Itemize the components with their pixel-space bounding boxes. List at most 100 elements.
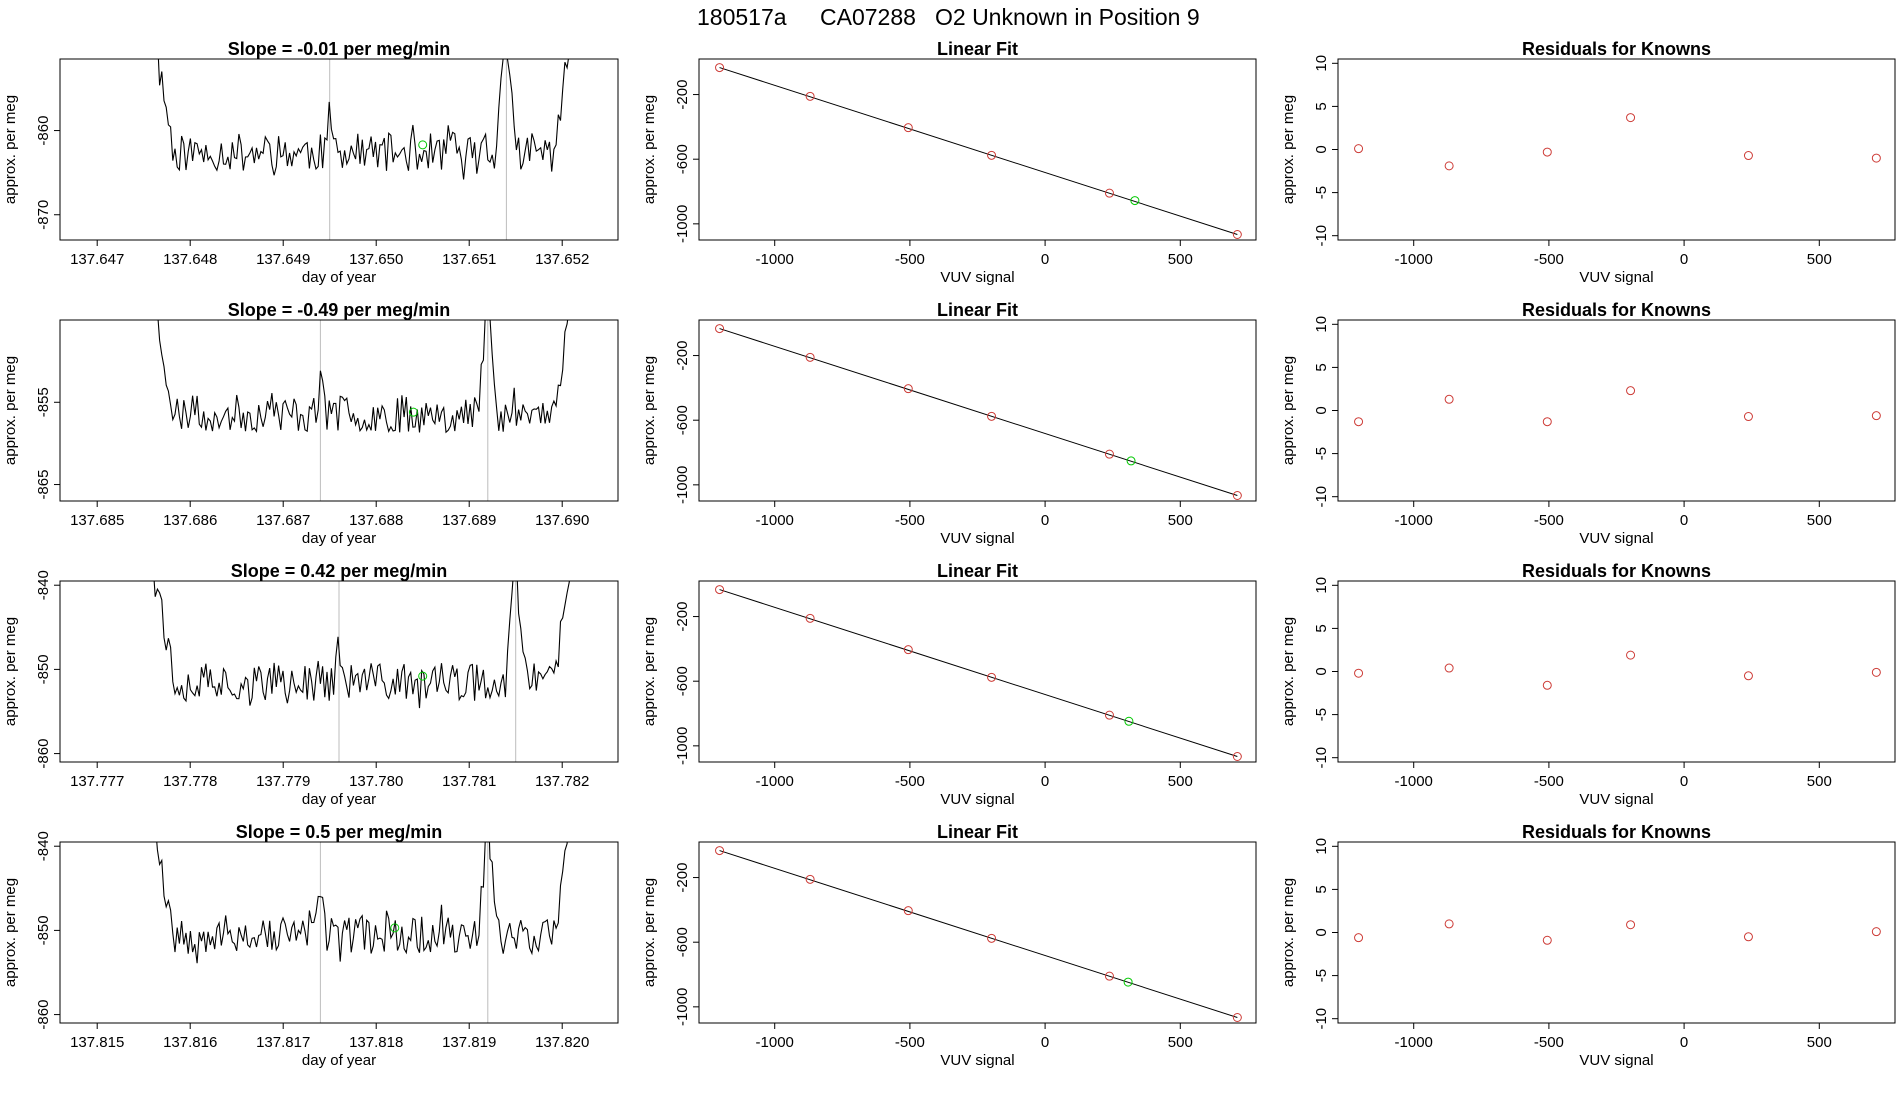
residual-point <box>1743 932 1753 942</box>
residual-point <box>1626 386 1636 396</box>
residual-point <box>1444 161 1454 171</box>
residual-point <box>1871 411 1881 421</box>
x-tick-label: 137.651 <box>442 251 496 268</box>
x-tick-label: -500 <box>895 512 925 529</box>
unknown-point <box>390 923 400 933</box>
y-tick-label: 5 <box>1313 624 1330 632</box>
x-tick-label: 137.650 <box>349 251 403 268</box>
x-axis-label: VUV signal <box>940 530 1014 547</box>
resid-panel-4: Residuals for Knowns VUV signal approx. pe… <box>1280 822 1896 1069</box>
y-axis-label: approx. per meg <box>1280 878 1297 987</box>
y-tick-label: -200 <box>674 863 691 893</box>
panel-title: Slope = -0.49 per meg/min <box>228 300 451 320</box>
trace-panel-1: Slope = -0.01 per meg/min day of year appr… <box>2 39 619 286</box>
x-tick-label: 137.780 <box>349 773 403 790</box>
trace-panel-3: Slope = 0.42 per meg/min day of year appro… <box>2 561 619 808</box>
y-tick-label: -10 <box>1313 486 1330 508</box>
panel-title: Residuals for Knowns <box>1522 39 1711 59</box>
residual-point <box>1743 151 1753 161</box>
resid-panel-1: Residuals for Knowns VUV signal approx. pe… <box>1280 39 1896 286</box>
x-axis-label: VUV signal <box>1579 791 1653 808</box>
residual-point <box>1542 935 1552 945</box>
x-axis-label: VUV signal <box>940 269 1014 286</box>
plot-area <box>157 59 569 240</box>
residual-point <box>1626 113 1636 123</box>
y-tick-label: 0 <box>1313 145 1330 153</box>
page-title-date: 180517a <box>697 4 787 30</box>
plot-frame <box>59 580 619 763</box>
page-title-tank: CA07288 <box>820 4 916 30</box>
x-tick-label: 137.818 <box>349 1034 403 1051</box>
x-axis-label: VUV signal <box>940 1052 1014 1069</box>
residual-point <box>1542 680 1552 690</box>
residual-point <box>1871 927 1881 937</box>
x-tick-label: 137.778 <box>163 773 217 790</box>
known-point <box>805 91 815 101</box>
y-axis-label: approx. per meg <box>2 878 19 987</box>
y-tick-label: -10 <box>1313 1008 1330 1030</box>
known-point <box>987 150 997 160</box>
signal-trace-line <box>156 842 568 964</box>
x-axis-label: day of year <box>302 530 376 547</box>
y-tick-label: 10 <box>1313 838 1330 855</box>
y-tick-label: -200 <box>674 341 691 371</box>
fit-line <box>719 328 1238 496</box>
y-tick-label: -860 <box>35 1000 52 1030</box>
y-axis-label: approx. per meg <box>2 95 19 204</box>
y-tick-label: 0 <box>1313 406 1330 414</box>
panel-title: Linear Fit <box>937 561 1018 581</box>
y-tick-label: -5 <box>1313 186 1330 199</box>
x-tick-label: -1000 <box>756 251 794 268</box>
residual-point <box>1444 663 1454 673</box>
y-tick-label: -1000 <box>674 466 691 504</box>
x-tick-label: 137.689 <box>442 512 496 529</box>
plot-frame <box>1337 319 1896 502</box>
known-point <box>903 906 913 916</box>
y-tick-label: -10 <box>1313 747 1330 769</box>
residual-point <box>1871 153 1881 163</box>
known-point <box>715 324 725 334</box>
fit-line <box>719 67 1238 235</box>
known-point <box>1104 449 1114 459</box>
residual-point <box>1743 671 1753 681</box>
x-tick-label: -1000 <box>756 512 794 529</box>
residual-point <box>1444 919 1454 929</box>
unknown-point <box>1124 716 1134 726</box>
plot-area <box>156 842 568 1023</box>
x-tick-label: 137.779 <box>256 773 310 790</box>
x-tick-label: -1000 <box>756 773 794 790</box>
resid-panel-3: Residuals for Knowns VUV signal approx. pe… <box>1280 561 1896 808</box>
plot-frame <box>698 841 1257 1024</box>
x-tick-label: 0 <box>1041 1034 1049 1051</box>
y-axis-label: approx. per meg <box>2 617 19 726</box>
known-point <box>903 123 913 133</box>
trace-panel-4: Slope = 0.5 per meg/min day of year approx… <box>2 822 619 1069</box>
residual-point <box>1354 668 1364 678</box>
plot-frame <box>698 58 1257 241</box>
panel-title: Linear Fit <box>937 822 1018 842</box>
y-tick-label: -850 <box>35 654 52 684</box>
x-tick-label: 137.782 <box>535 773 589 790</box>
residual-point <box>1354 933 1364 943</box>
x-tick-label: 137.816 <box>163 1034 217 1051</box>
x-axis-label: day of year <box>302 1052 376 1069</box>
panel-title: Residuals for Knowns <box>1522 300 1711 320</box>
known-point <box>987 933 997 943</box>
residual-point <box>1354 144 1364 154</box>
x-tick-label: 500 <box>1168 773 1193 790</box>
fit-line <box>719 850 1238 1018</box>
plot-area <box>157 320 569 501</box>
x-tick-label: 0 <box>1041 773 1049 790</box>
plot-area <box>1354 919 1881 945</box>
plot-area <box>1354 386 1881 427</box>
x-tick-label: 137.685 <box>70 512 124 529</box>
x-tick-label: 137.652 <box>535 251 589 268</box>
y-axis-label: approx. per meg <box>1280 95 1297 204</box>
y-tick-label: 10 <box>1313 577 1330 594</box>
signal-trace-line <box>157 59 569 180</box>
y-tick-label: -600 <box>674 144 691 174</box>
x-axis-label: VUV signal <box>940 791 1014 808</box>
unknown-point <box>1126 456 1136 466</box>
known-point <box>1104 971 1114 981</box>
